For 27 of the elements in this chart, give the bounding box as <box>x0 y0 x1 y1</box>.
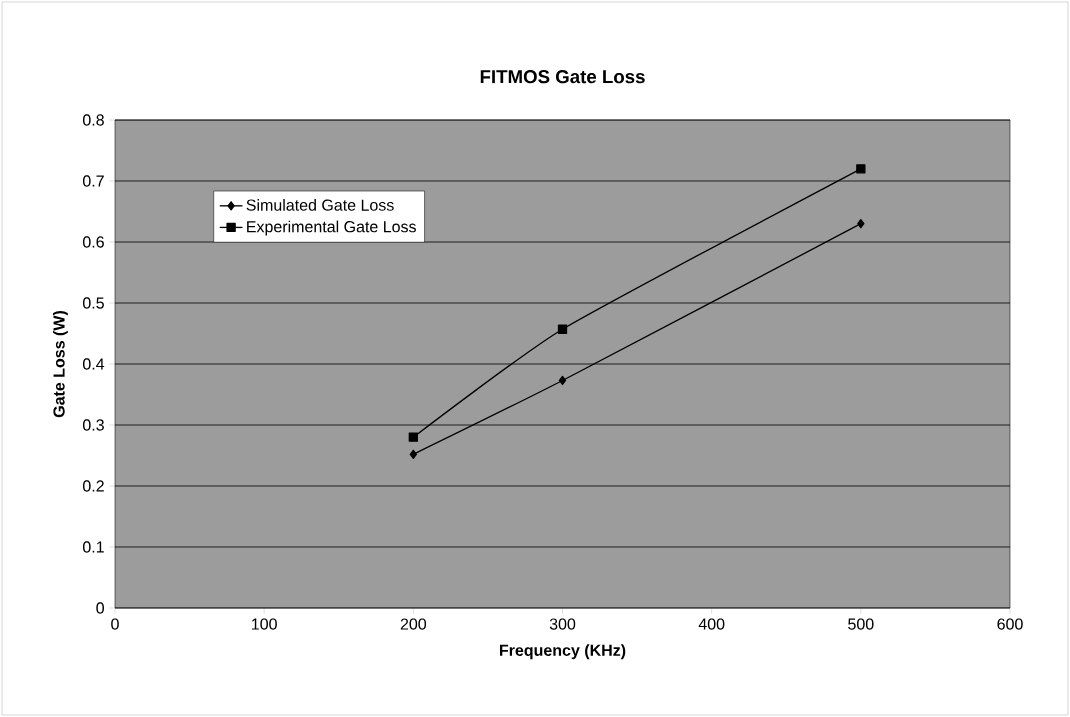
y-axis-title: Gate Loss (W) <box>52 311 68 418</box>
y-tick-label: 0.1 <box>82 541 104 553</box>
y-tick-label: 0 <box>96 602 104 614</box>
legend-label: Experimental Gate Loss <box>247 220 416 236</box>
x-tick-label: 600 <box>997 618 1023 630</box>
y-tick-label: 0.8 <box>82 114 104 126</box>
point <box>857 219 865 229</box>
y-tick-label: 0.6 <box>82 236 104 248</box>
y-tick-label: 0.7 <box>82 175 104 187</box>
point <box>557 324 568 334</box>
y-tick-label: 0.3 <box>82 419 104 431</box>
y-tick-label: 0.4 <box>82 358 105 370</box>
point <box>558 375 567 386</box>
y-tick-label: 0.2 <box>82 480 104 492</box>
point <box>856 164 866 174</box>
x-tick-label: 400 <box>698 618 725 630</box>
x-tick-label: 200 <box>400 618 427 630</box>
chart-title: FITMOS Gate Loss <box>480 70 645 84</box>
x-tick-label: 500 <box>848 618 874 630</box>
x-axis-title: Frequency (KHz) <box>500 644 626 660</box>
legend-label: Simulated Gate Loss <box>246 199 394 211</box>
point <box>409 449 418 459</box>
point <box>408 432 419 442</box>
x-tick-label: 100 <box>252 618 277 630</box>
x-tick-label: 300 <box>549 618 576 630</box>
y-tick-label: 0.5 <box>82 297 104 309</box>
x-tick-label: 0 <box>111 618 119 630</box>
